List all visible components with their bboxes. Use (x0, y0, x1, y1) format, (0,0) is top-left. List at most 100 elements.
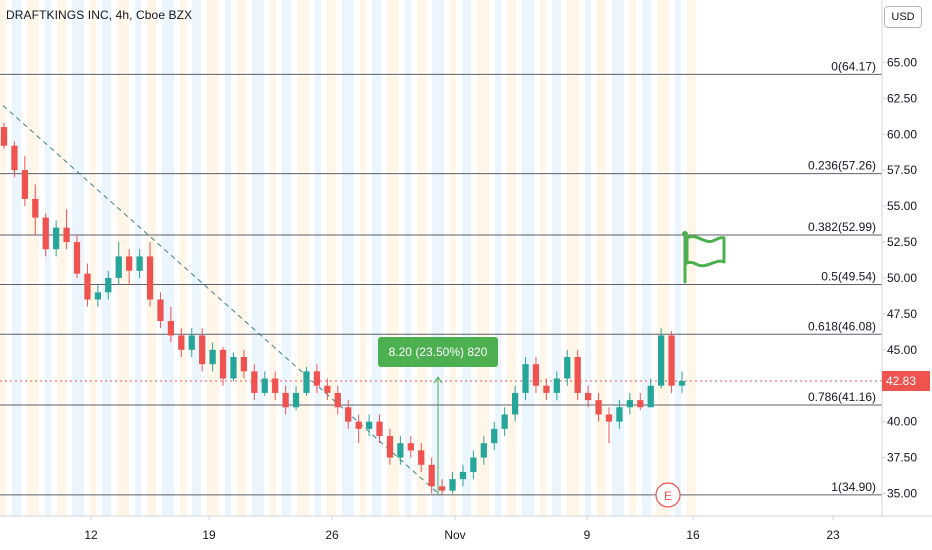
candle-body (386, 436, 394, 458)
earnings-circle (655, 482, 681, 508)
candle-body (126, 256, 133, 271)
candle (626, 392, 633, 415)
session-band (342, 0, 354, 516)
candle (595, 392, 602, 422)
time-tick-label: Nov (444, 528, 465, 542)
session-band (540, 0, 546, 516)
candle-body (418, 450, 425, 465)
candle-body (532, 364, 540, 386)
candle-body (292, 392, 300, 408)
candle-body (303, 371, 310, 393)
time-tick-label: 23 (826, 528, 840, 542)
candle-body (21, 170, 28, 199)
session-band (360, 0, 366, 516)
candle-body (105, 277, 112, 293)
candle-body (459, 471, 467, 480)
candle-body (438, 486, 446, 491)
session-band (567, 0, 579, 516)
flag-cloth (685, 235, 726, 268)
session-band (687, 0, 696, 516)
candle (94, 285, 102, 307)
session-band (192, 0, 201, 516)
candle (637, 392, 644, 411)
candle-body (543, 385, 550, 393)
candle-body (188, 335, 195, 350)
candle (449, 471, 456, 494)
candle-body (157, 299, 164, 322)
session-band (297, 0, 309, 516)
session-band (57, 0, 66, 516)
candle (282, 385, 289, 415)
price-tick-label: 62.50 (887, 91, 917, 105)
last-price-label: 42.83 (886, 374, 916, 388)
candle (230, 352, 237, 382)
candle (199, 328, 206, 372)
currency-button[interactable]: USD (884, 6, 922, 28)
candle (584, 385, 592, 408)
price-tick-label: 35.00 (887, 487, 917, 501)
session-band (432, 0, 444, 516)
candle-body (261, 378, 268, 393)
price-tick-label: 37.50 (887, 451, 917, 465)
candle-body (0, 127, 8, 146)
candle (678, 371, 686, 393)
price-tick-label: 45.00 (887, 343, 917, 357)
session-band (477, 0, 489, 516)
candle-body (365, 421, 373, 429)
measure-label-box (378, 337, 498, 367)
session-band (387, 0, 399, 516)
session-band (630, 0, 636, 516)
session-band (405, 0, 411, 516)
session-band (102, 0, 111, 516)
session-band (0, 0, 6, 516)
candle (167, 306, 175, 343)
fib-level-label: 0.618(46.08) (808, 319, 876, 333)
candle (105, 270, 112, 300)
candle (438, 479, 446, 495)
candle-body (230, 356, 237, 379)
downtrend-line (2, 105, 441, 496)
session-band (90, 0, 96, 516)
candle-body (115, 256, 122, 278)
candle (501, 407, 508, 437)
candle-body (564, 356, 571, 379)
candle (532, 356, 540, 393)
candle-body (376, 421, 383, 437)
candle (32, 184, 39, 235)
candle (251, 364, 258, 401)
trend-line (2, 105, 441, 496)
candle (647, 378, 654, 408)
candle (292, 385, 300, 411)
candle (0, 122, 8, 149)
candle (491, 421, 498, 451)
candle (365, 414, 373, 437)
candle (345, 400, 352, 429)
price-tick-label: 47.50 (887, 307, 917, 321)
candle (178, 328, 185, 357)
session-band (252, 0, 264, 516)
candlesticks (0, 122, 686, 495)
candle-body (272, 378, 279, 393)
candle-body (334, 392, 341, 408)
session-band (117, 0, 129, 516)
candle-body (355, 421, 362, 429)
candle (564, 349, 571, 386)
candle (240, 349, 248, 379)
candle (126, 249, 133, 286)
fib-level-label: 0.382(52.99) (808, 220, 876, 234)
flag-pole-top (682, 231, 688, 237)
candle (303, 367, 310, 396)
session-band (507, 0, 516, 516)
candle-body (511, 392, 519, 415)
candle-body (678, 380, 686, 386)
session-band (372, 0, 381, 516)
session-band (552, 0, 561, 516)
candle (53, 220, 60, 257)
last-price-badge: 42.83 (882, 370, 930, 391)
earnings-label: E (664, 489, 672, 503)
session-band (585, 0, 591, 516)
session-band (327, 0, 336, 516)
price-tick-label: 65.00 (887, 55, 917, 69)
